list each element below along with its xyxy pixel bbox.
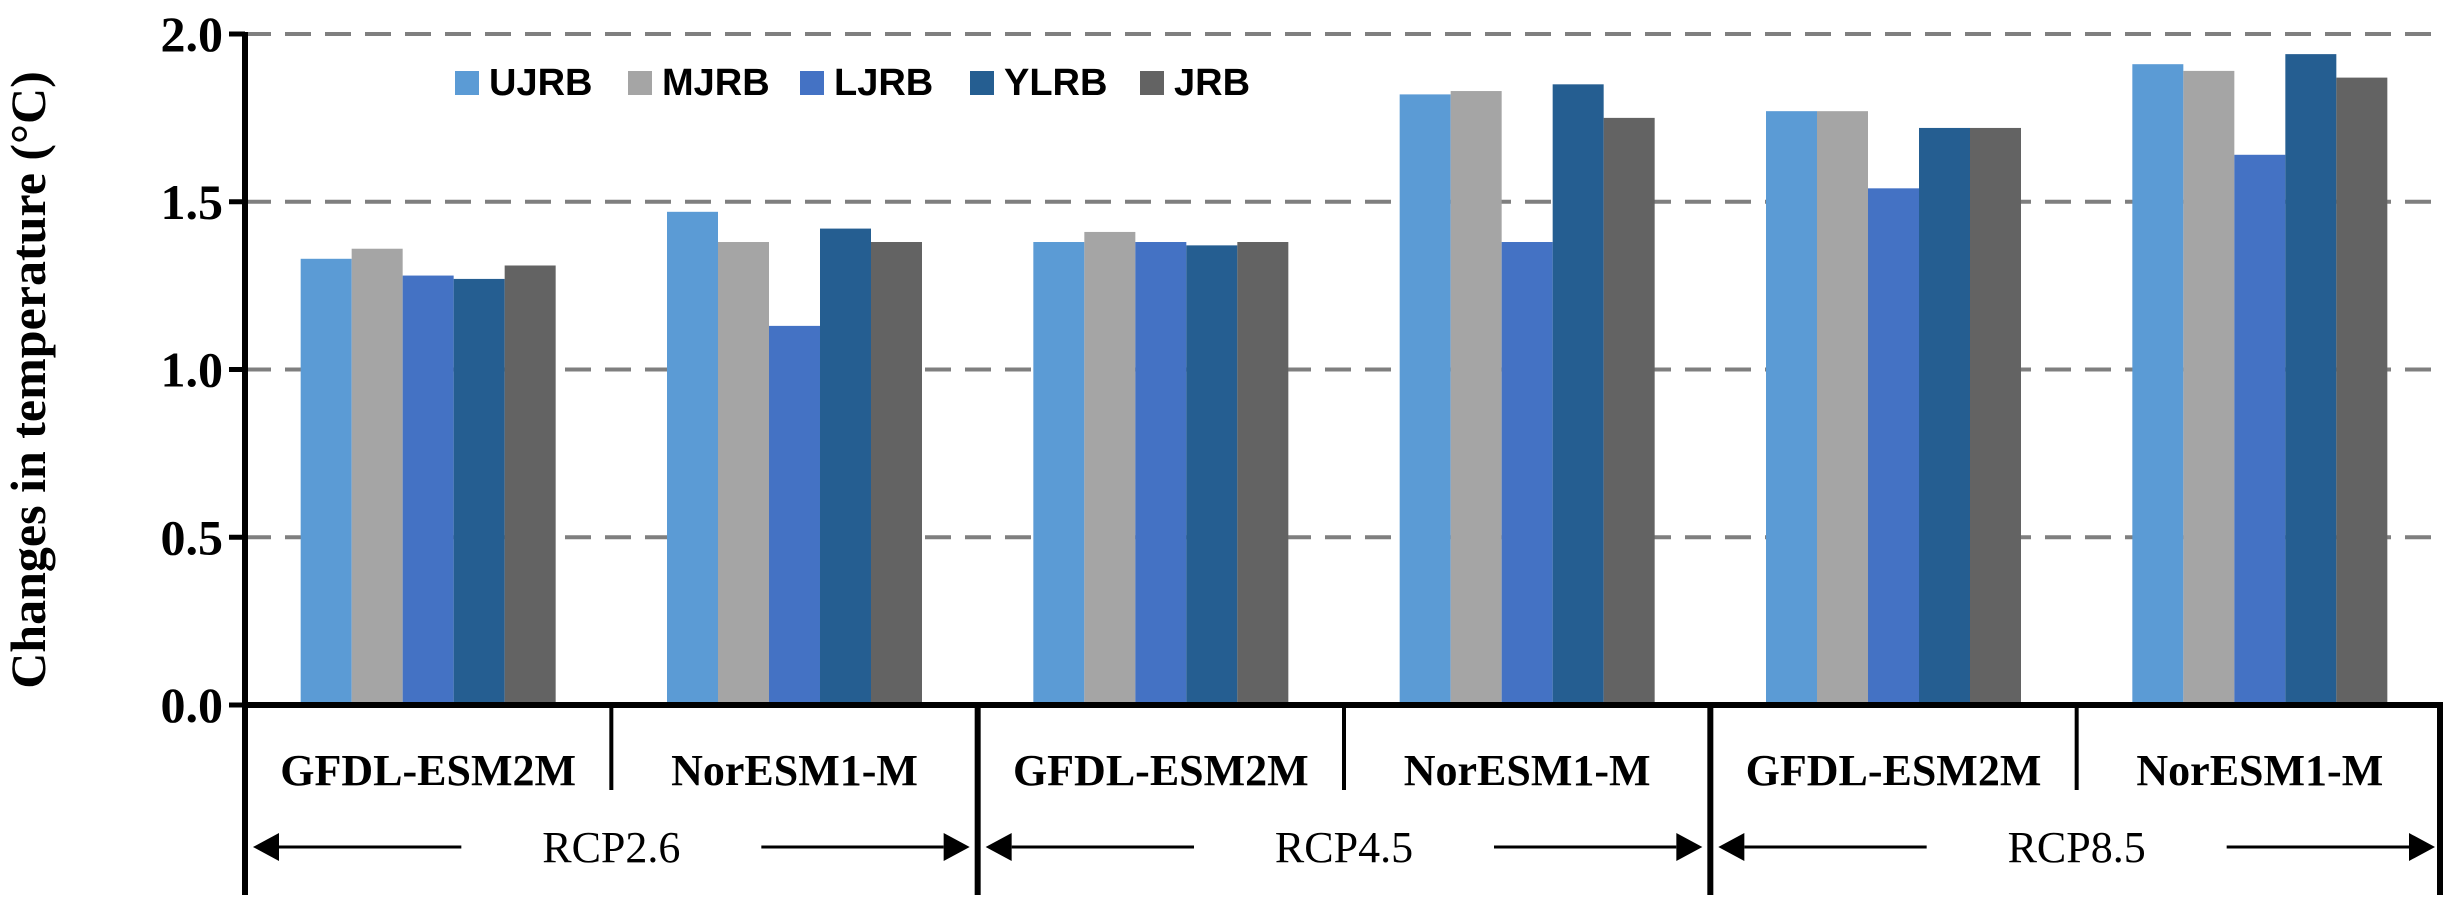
bar-jrb — [871, 242, 922, 705]
legend-swatch-jrb — [1140, 71, 1164, 95]
model-label: NorESM1-M — [2136, 746, 2383, 795]
scenario-label: RCP2.6 — [542, 823, 680, 872]
bar-ujrb — [1033, 242, 1085, 705]
y-tick-label: 2.0 — [161, 6, 224, 62]
bar-ujrb — [667, 211, 718, 705]
legend-label-mjrb: MJRB — [662, 62, 770, 104]
legend-label-jrb: JRB — [1174, 62, 1250, 104]
bar-ljrb — [769, 325, 820, 705]
scenario-label: RCP4.5 — [1275, 823, 1413, 872]
bar-ujrb — [2132, 64, 2184, 705]
model-label: NorESM1-M — [1404, 746, 1651, 795]
arrowhead-right — [943, 833, 970, 861]
legend-label-ujrb: UJRB — [489, 62, 592, 104]
model-label: GFDL-ESM2M — [280, 746, 576, 795]
bar-ljrb — [1135, 242, 1187, 705]
y-tick-label: 1.5 — [161, 174, 224, 230]
bar-ylrb — [1552, 84, 1604, 705]
gridlines — [245, 32, 2443, 540]
arrowhead-left — [985, 833, 1012, 861]
bar-mjrb — [1817, 111, 1868, 706]
x-category-labels: GFDL-ESM2M NorESM1-M RCP2.6 GFDL-ESM2M NorES… — [280, 746, 2383, 872]
model-label: NorESM1-M — [671, 746, 918, 795]
model-label: GFDL-ESM2M — [1746, 746, 2042, 795]
bar-ylrb — [820, 228, 871, 705]
arrowhead-right — [1676, 833, 1703, 861]
bar-mjrb — [718, 242, 769, 705]
y-tick-label: 0.0 — [161, 677, 224, 733]
legend-swatch-ylrb — [970, 71, 994, 95]
bar-ljrb — [1501, 242, 1553, 705]
bar-mjrb — [1084, 231, 1136, 705]
scenario-label: RCP8.5 — [2008, 823, 2146, 872]
y-tick-label: 0.5 — [161, 509, 224, 565]
bar-jrb — [504, 265, 556, 705]
y-axis-label: Changes in temperature (°C) — [0, 71, 56, 689]
model-label: GFDL-ESM2M — [1013, 746, 1309, 795]
bar-jrb — [1237, 242, 1289, 705]
legend-swatch-ujrb — [455, 71, 479, 95]
bar-ujrb — [300, 258, 352, 705]
bar-ylrb — [1186, 245, 1238, 706]
axes — [229, 31, 2443, 895]
bar-ljrb — [1868, 188, 1919, 705]
y-tick-labels: 0.0 0.5 1.0 1.5 2.0 — [161, 6, 224, 733]
y-tick-label: 1.0 — [161, 342, 224, 398]
arrowhead-left — [253, 833, 279, 861]
legend-label-ylrb: YLRB — [1004, 62, 1107, 104]
bar-ylrb — [1919, 127, 1970, 705]
bar-ylrb — [453, 278, 505, 705]
bar-ujrb — [1399, 94, 1451, 705]
bar-mjrb — [1450, 91, 1502, 705]
bar-ylrb — [2285, 54, 2337, 705]
arrowhead-left — [1718, 833, 1745, 861]
bar-mjrb — [2183, 70, 2235, 705]
bars — [300, 54, 2388, 706]
legend-label-ljrb: LJRB — [834, 62, 933, 104]
legend-swatch-mjrb — [628, 71, 652, 95]
bar-ljrb — [2234, 154, 2286, 705]
bar-jrb — [1970, 127, 2021, 705]
arrowhead-right — [2409, 833, 2435, 861]
bar-jrb — [2336, 77, 2388, 706]
legend: UJRB MJRB LJRB YLRB JRB — [455, 62, 1250, 104]
bar-ujrb — [1766, 111, 1817, 706]
legend-swatch-ljrb — [800, 71, 824, 95]
bar-mjrb — [351, 248, 403, 705]
bar-jrb — [1603, 117, 1655, 705]
bar-ljrb — [402, 275, 454, 705]
